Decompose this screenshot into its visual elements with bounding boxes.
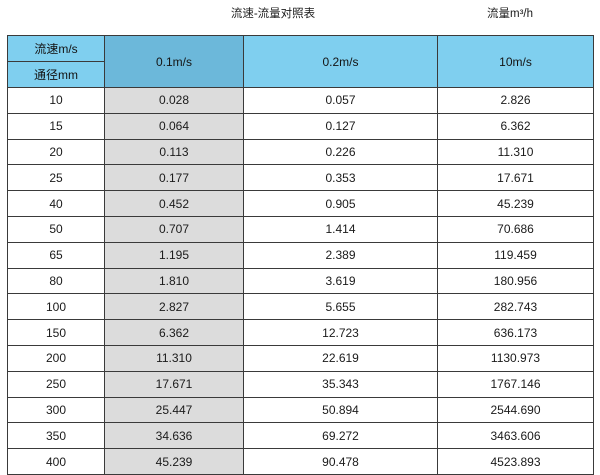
cell-flow-10ms: 180.956: [437, 267, 594, 295]
cell-flow-0-1ms: 2.827: [104, 293, 244, 321]
header-row-top: 流速m/s 0.1m/s 0.2m/s 10m/s: [7, 35, 594, 88]
cell-flow-10ms: 282.743: [437, 293, 594, 321]
table-row: 40 0.452 0.905 45.239: [7, 190, 594, 217]
table-row: 200 11.310 22.619 1130.973: [7, 344, 594, 372]
table-row: 400 45.239 90.478 4523.893: [7, 448, 594, 475]
cell-flow-10ms: 636.173: [437, 319, 594, 346]
cell-flow-0-2ms: 35.343: [243, 370, 438, 398]
cell-flow-0-1ms: 0.452: [104, 190, 244, 217]
cell-flow-0-2ms: 3.619: [243, 267, 438, 295]
cell-flow-10ms: 1130.973: [437, 344, 594, 372]
table-body: 10 0.028 0.057 2.826 15 0.064 0.127 6.362 20 0.11…: [7, 87, 594, 475]
cell-flow-0-2ms: 0.127: [243, 112, 438, 140]
cell-flow-0-2ms: 12.723: [243, 319, 438, 346]
cell-diameter: 25: [7, 164, 105, 192]
table-row: 10 0.028 0.057 2.826: [7, 87, 594, 114]
cell-flow-0-2ms: 0.353: [243, 164, 438, 192]
cell-diameter: 50: [7, 215, 105, 243]
cell-diameter: 40: [7, 190, 105, 217]
header-col-0-1ms: 0.1m/s: [104, 35, 244, 88]
cell-flow-0-1ms: 34.636: [104, 422, 244, 450]
cell-flow-10ms: 119.459: [437, 241, 594, 269]
cell-flow-0-1ms: 0.177: [104, 164, 244, 192]
cell-flow-0-1ms: 0.028: [104, 87, 244, 114]
cell-diameter: 350: [7, 422, 105, 450]
cell-flow-10ms: 11.310: [437, 138, 594, 166]
cell-flow-0-1ms: 25.447: [104, 396, 244, 424]
header-diameter-label: 通径mm: [7, 61, 105, 88]
cell-flow-0-2ms: 5.655: [243, 293, 438, 321]
table-row: 50 0.707 1.414 70.686: [7, 215, 594, 243]
table-row: 65 1.195 2.389 119.459: [7, 241, 594, 269]
cell-flow-0-1ms: 6.362: [104, 319, 244, 346]
table-row: 300 25.447 50.894 2544.690: [7, 396, 594, 424]
flow-unit-label: 流量m³/h: [487, 8, 533, 20]
table-row: 80 1.810 3.619 180.956: [7, 267, 594, 295]
cell-diameter: 80: [7, 267, 105, 295]
table-row: 350 34.636 69.272 3463.606: [7, 422, 594, 450]
cell-flow-0-1ms: 0.707: [104, 215, 244, 243]
table-row: 250 17.671 35.343 1767.146: [7, 370, 594, 398]
cell-flow-0-1ms: 45.239: [104, 448, 244, 475]
cell-flow-10ms: 45.239: [437, 190, 594, 217]
cell-flow-0-1ms: 11.310: [104, 344, 244, 372]
cell-diameter: 200: [7, 344, 105, 372]
cell-flow-0-2ms: 69.272: [243, 422, 438, 450]
cell-flow-10ms: 2544.690: [437, 396, 594, 424]
cell-flow-0-2ms: 0.057: [243, 87, 438, 114]
cell-diameter: 10: [7, 87, 105, 114]
cell-diameter: 65: [7, 241, 105, 269]
cell-flow-0-2ms: 22.619: [243, 344, 438, 372]
cell-diameter: 100: [7, 293, 105, 321]
cell-flow-10ms: 4523.893: [437, 448, 594, 475]
cell-flow-10ms: 6.362: [437, 112, 594, 140]
cell-flow-0-2ms: 0.226: [243, 138, 438, 166]
flow-velocity-table: 流速m/s 0.1m/s 0.2m/s 10m/s 通径mm 10 0.028 0.…: [7, 35, 594, 475]
cell-flow-0-2ms: 90.478: [243, 448, 438, 475]
table-row: 15 0.064 0.127 6.362: [7, 112, 594, 140]
cell-flow-10ms: 3463.606: [437, 422, 594, 450]
cell-diameter: 250: [7, 370, 105, 398]
table-row: 150 6.362 12.723 636.173: [7, 319, 594, 346]
cell-flow-10ms: 70.686: [437, 215, 594, 243]
page-title: 流速-流量对照表: [230, 8, 316, 20]
header-col-0-2ms: 0.2m/s: [243, 35, 438, 88]
table-row: 20 0.113 0.226 11.310: [7, 138, 594, 166]
cell-flow-0-2ms: 50.894: [243, 396, 438, 424]
cell-diameter: 20: [7, 138, 105, 166]
table-row: 100 2.827 5.655 282.743: [7, 293, 594, 321]
cell-flow-0-1ms: 1.195: [104, 241, 244, 269]
cell-flow-0-1ms: 17.671: [104, 370, 244, 398]
cell-diameter: 400: [7, 448, 105, 475]
cell-flow-0-2ms: 0.905: [243, 190, 438, 217]
cell-flow-0-1ms: 0.113: [104, 138, 244, 166]
cell-diameter: 300: [7, 396, 105, 424]
header-col-10ms: 10m/s: [437, 35, 594, 88]
caption-bar: 流速-流量对照表 流量m³/h: [0, 0, 600, 30]
cell-flow-0-2ms: 1.414: [243, 215, 438, 243]
table-row: 25 0.177 0.353 17.671: [7, 164, 594, 192]
flow-velocity-table-wrap: 流速m/s 0.1m/s 0.2m/s 10m/s 通径mm 10 0.028 0.…: [7, 35, 594, 475]
cell-flow-10ms: 17.671: [437, 164, 594, 192]
table-header: 流速m/s 0.1m/s 0.2m/s 10m/s 通径mm: [7, 35, 594, 88]
cell-diameter: 15: [7, 112, 105, 140]
header-velocity-label: 流速m/s: [7, 35, 105, 62]
cell-flow-0-1ms: 1.810: [104, 267, 244, 295]
cell-flow-0-1ms: 0.064: [104, 112, 244, 140]
cell-diameter: 150: [7, 319, 105, 346]
cell-flow-10ms: 2.826: [437, 87, 594, 114]
cell-flow-0-2ms: 2.389: [243, 241, 438, 269]
header-row-bottom: 通径mm: [7, 61, 594, 88]
cell-flow-10ms: 1767.146: [437, 370, 594, 398]
